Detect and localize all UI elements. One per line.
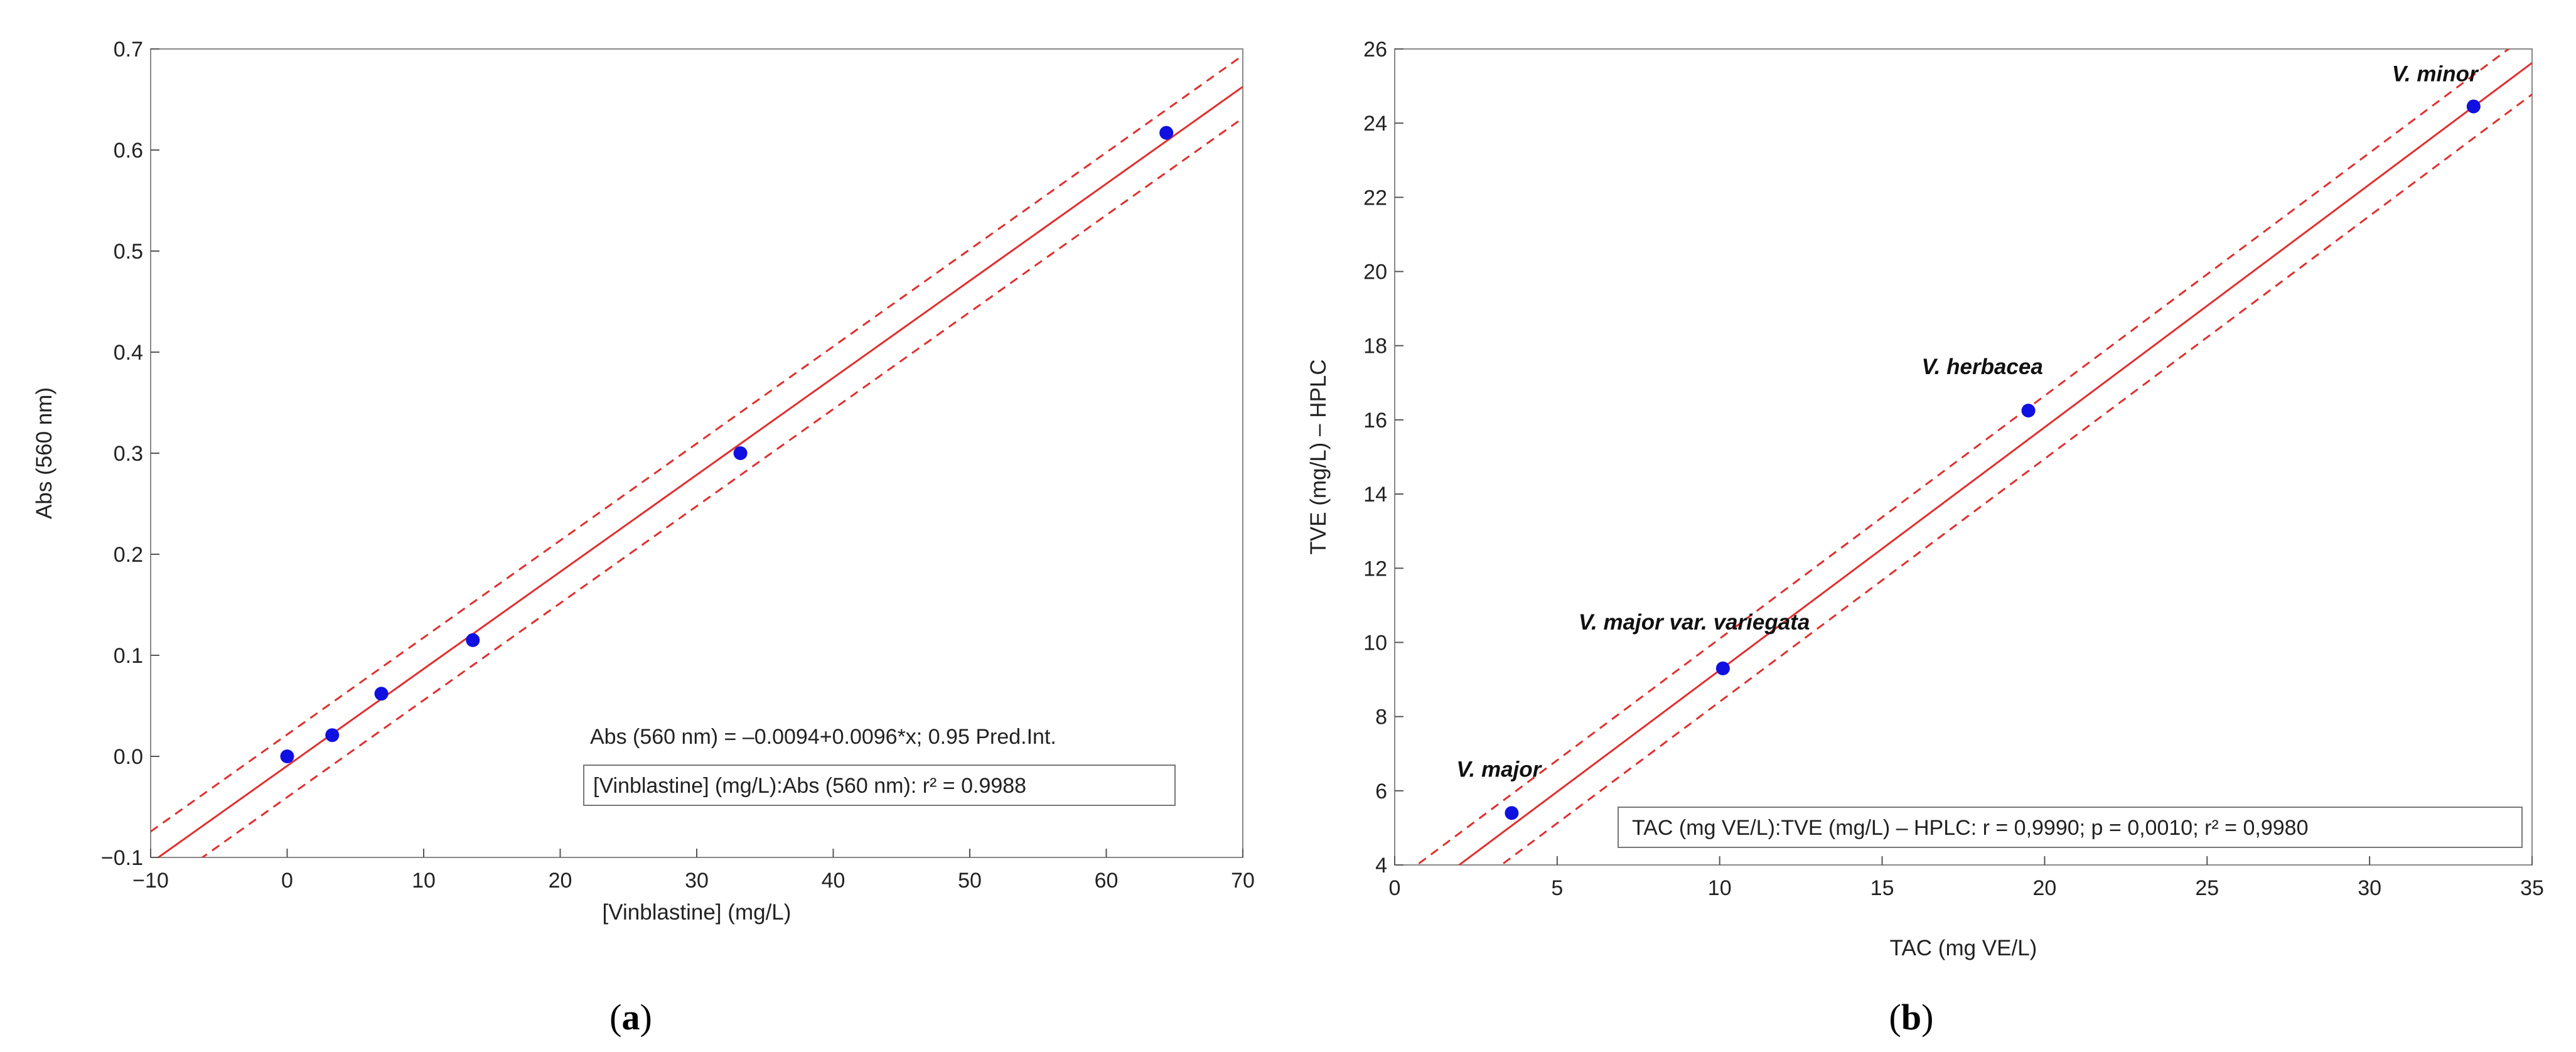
chart-b-x-tick-label: 5 bbox=[1551, 876, 1563, 900]
chart-b-point-label: V. major bbox=[1456, 757, 1542, 781]
chart-a-y-axis-label: Abs (560 nm) bbox=[32, 387, 56, 519]
chart-b-y-tick-label: 16 bbox=[1363, 409, 1387, 432]
chart-b-x-tick-label: 20 bbox=[2033, 876, 2057, 900]
chart-b-y-tick-label: 14 bbox=[1363, 483, 1387, 507]
chart-b-y-tick-label: 22 bbox=[1363, 186, 1387, 210]
chart-b-stats-box bbox=[1618, 807, 2523, 848]
chart-a-y-tick-label: 0.5 bbox=[114, 240, 143, 264]
chart-a-prediction-band-lower bbox=[200, 117, 1243, 857]
chart-a-data-point bbox=[325, 728, 340, 743]
panel-label-b: (b) bbox=[1889, 997, 1934, 1038]
chart-a-stats: [Vinblastine] (mg/L):Abs (560 nm): r² = … bbox=[593, 774, 1026, 798]
chart-b-y-tick-label: 8 bbox=[1375, 706, 1387, 729]
chart-b-y-tick-label: 26 bbox=[1363, 38, 1387, 62]
chart-a-x-tick-label: 10 bbox=[412, 869, 436, 893]
chart-b-x-tick-label: 25 bbox=[2195, 876, 2219, 900]
chart-a-y-tick-label: 0.3 bbox=[114, 442, 143, 466]
chart-b-point-label: V. minor bbox=[2392, 62, 2479, 87]
chart-a-x-axis-label: [Vinblastine] (mg/L) bbox=[603, 900, 792, 925]
chart-a-y-tick-label: 0.4 bbox=[114, 341, 143, 365]
chart-b-x-axis-label: TAC (mg VE/L) bbox=[1890, 936, 2037, 960]
chart-a-y-tick-label: 0.6 bbox=[114, 139, 143, 163]
chart-b-data-point bbox=[1505, 806, 1519, 820]
chart-b-plot-frame bbox=[1394, 48, 2533, 866]
chart-b-y-axis-label: TVE (mg/L) – HPLC bbox=[1306, 359, 1331, 554]
chart-a-data-point bbox=[374, 687, 389, 701]
chart-b-data-point bbox=[1715, 661, 1730, 675]
chart-a-x-tick-label: 60 bbox=[1095, 869, 1119, 893]
chart-b-y-tick-label: 4 bbox=[1375, 854, 1387, 878]
chart-b-y-tick-label: 10 bbox=[1363, 631, 1387, 655]
chart-a-y-tick-label: 0.2 bbox=[114, 543, 143, 567]
chart-b: 0 5 10 15 20 25 30 35 4 6 8 10 12 14 16 18 20 22 24 26 V. m… bbox=[1306, 38, 2544, 1038]
chart-a-data-point bbox=[733, 446, 748, 460]
chart-b-prediction-band-upper bbox=[1415, 49, 2510, 865]
chart-a-x-tick-label: −10 bbox=[132, 869, 169, 893]
chart-a-data-point bbox=[280, 749, 294, 763]
panel-label-a: (a) bbox=[609, 997, 652, 1038]
chart-a-equation: Abs (560 nm) = –0.0094+0.0096*x; 0.95 Pr… bbox=[590, 725, 1056, 749]
chart-b-point-label: V. herbacea bbox=[1922, 355, 2043, 379]
chart-b-data-point bbox=[2021, 404, 2036, 418]
chart-a-x-tick-label: 40 bbox=[822, 869, 845, 893]
chart-b-x-tick-label: 35 bbox=[2520, 876, 2544, 900]
chart-a-x-tick-label: 0 bbox=[281, 869, 293, 893]
chart-b-y-tick-label: 20 bbox=[1363, 260, 1387, 284]
chart-a-data-point bbox=[1159, 126, 1174, 140]
chart-a-x-tick-label: 20 bbox=[549, 869, 572, 893]
chart-b-x-tick-label: 10 bbox=[1708, 876, 1732, 900]
chart-a: −10 0 10 20 30 40 50 60 70 −0.1 0.0 0.1 0.2 0.3 0.4 0.5… bbox=[32, 38, 1255, 1038]
chart-b-x-tick-label: 15 bbox=[1870, 876, 1894, 900]
chart-b-y-tick-label: 6 bbox=[1375, 780, 1387, 803]
chart-a-x-tick-label: 30 bbox=[685, 869, 709, 893]
chart-a-stats-box bbox=[583, 765, 1176, 806]
chart-b-y-tick-label: 18 bbox=[1363, 335, 1387, 358]
chart-a-x-tick-label: 70 bbox=[1231, 869, 1255, 893]
chart-b-y-tick-label: 12 bbox=[1363, 557, 1387, 581]
chart-b-point-label: V. major var. variegata bbox=[1579, 610, 1810, 635]
chart-a-y-tick-label: 0.7 bbox=[114, 38, 143, 62]
chart-b-x-tick-label: 30 bbox=[2358, 876, 2381, 900]
chart-a-prediction-band-upper bbox=[151, 55, 1243, 833]
chart-b-stats: TAC (mg VE/L):TVE (mg/L) – HPLC: r = 0,9… bbox=[1632, 816, 2308, 840]
chart-b-regression-line bbox=[1457, 62, 2532, 865]
chart-b-x-tick-label: 0 bbox=[1389, 876, 1401, 900]
chart-a-data-point bbox=[466, 633, 480, 647]
chart-b-data-point bbox=[2466, 99, 2481, 114]
chart-a-x-tick-label: 50 bbox=[958, 869, 982, 893]
chart-b-prediction-band-lower bbox=[1500, 94, 2532, 865]
chart-a-y-tick-label: 0.1 bbox=[114, 644, 143, 668]
chart-b-y-tick-label: 24 bbox=[1363, 112, 1387, 136]
chart-a-y-tick-label: 0.0 bbox=[114, 745, 143, 769]
chart-a-y-tick-label: −0.1 bbox=[101, 846, 143, 870]
